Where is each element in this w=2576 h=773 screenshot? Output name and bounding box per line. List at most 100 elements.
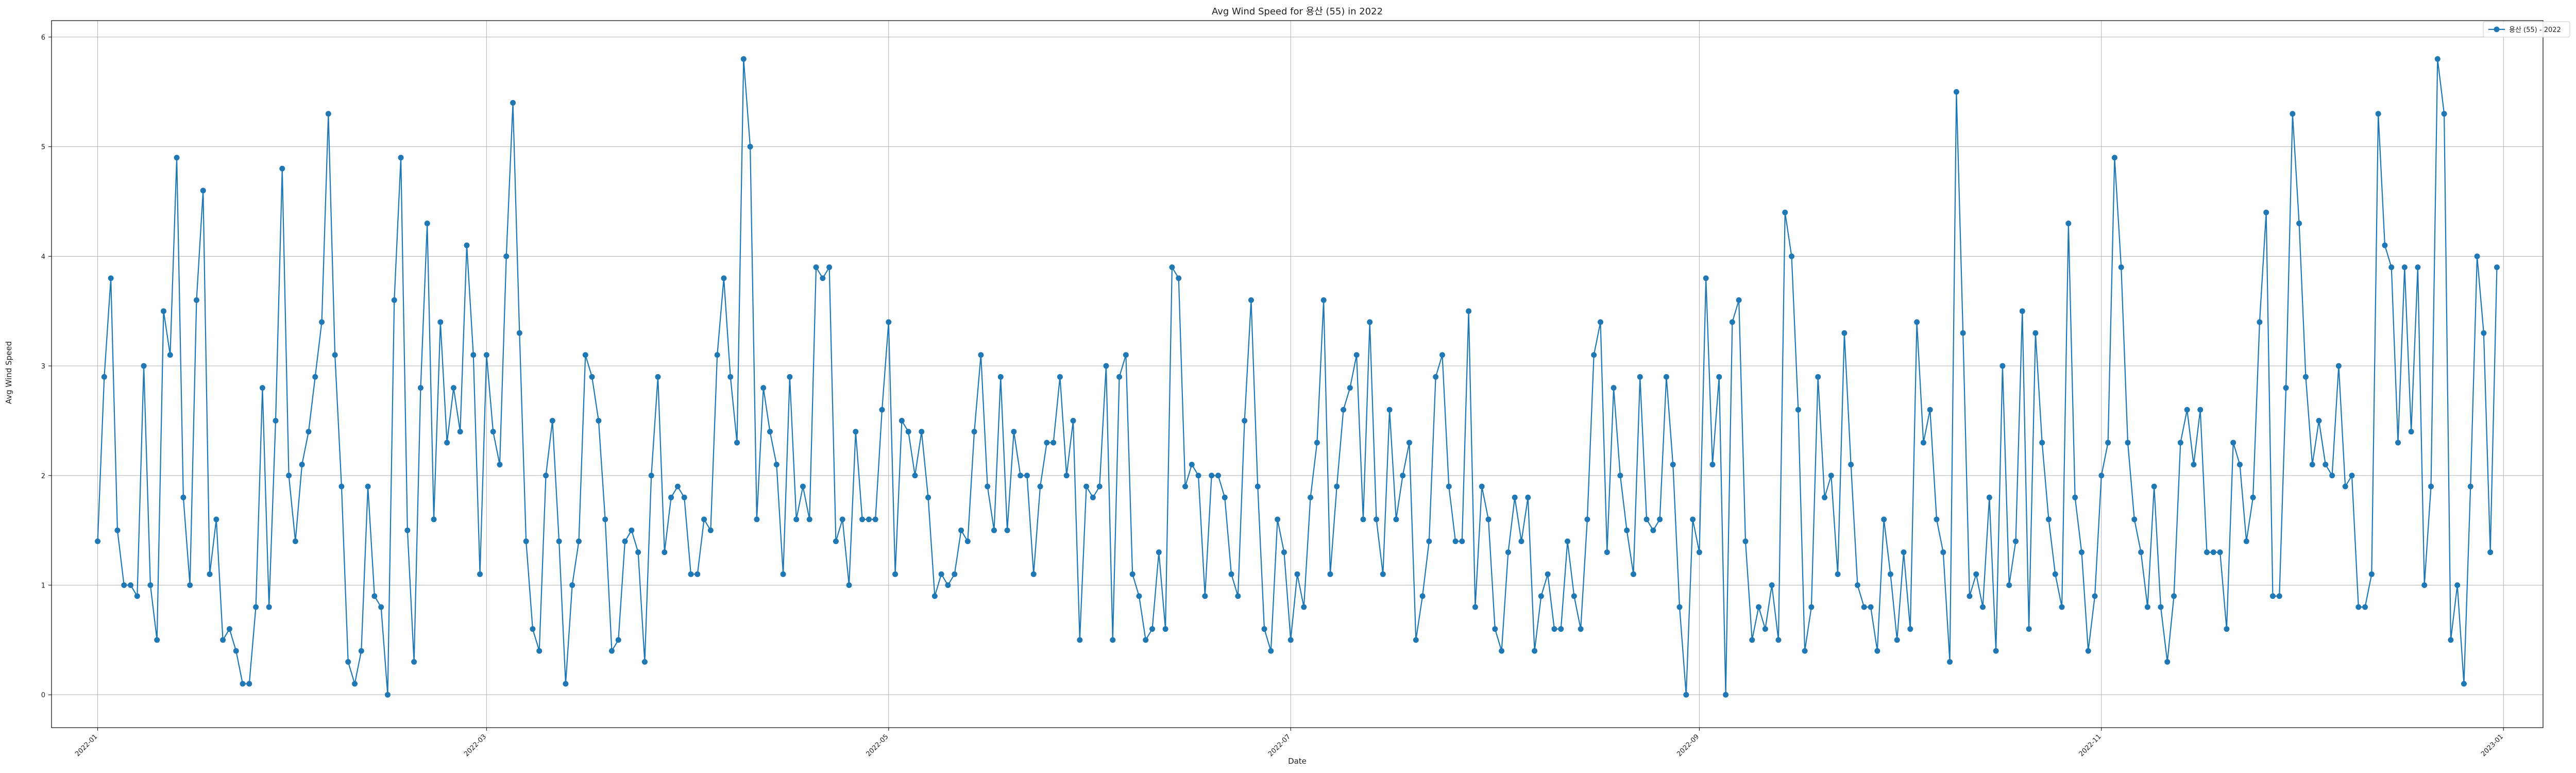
data-point bbox=[1261, 626, 1267, 632]
data-point bbox=[629, 527, 635, 533]
data-point bbox=[879, 407, 885, 413]
data-point bbox=[806, 516, 812, 523]
data-point bbox=[2164, 659, 2171, 665]
data-point bbox=[1703, 275, 1709, 281]
data-point bbox=[1143, 637, 1149, 643]
data-point bbox=[1479, 483, 1485, 490]
data-point bbox=[2098, 473, 2105, 479]
data-point bbox=[694, 571, 701, 577]
data-point bbox=[2078, 549, 2084, 556]
data-point bbox=[417, 385, 423, 391]
data-point bbox=[530, 626, 536, 632]
data-point bbox=[2335, 363, 2342, 369]
data-point bbox=[1301, 604, 1307, 610]
y-tick-label: 4 bbox=[41, 253, 45, 261]
data-point bbox=[648, 473, 654, 479]
data-point bbox=[549, 417, 555, 424]
data-point bbox=[1630, 571, 1636, 577]
data-point bbox=[2421, 582, 2428, 588]
data-point bbox=[226, 626, 232, 632]
data-point bbox=[2131, 516, 2138, 523]
data-point bbox=[2290, 111, 2296, 117]
y-tick-label: 3 bbox=[41, 363, 45, 371]
data-point bbox=[1690, 516, 1696, 523]
data-point bbox=[1380, 571, 1386, 577]
data-point bbox=[2006, 582, 2012, 588]
data-point bbox=[1868, 604, 1874, 610]
data-point bbox=[1320, 297, 1327, 303]
data-point bbox=[2395, 440, 2401, 446]
data-point bbox=[1960, 330, 1966, 336]
data-point bbox=[780, 571, 786, 577]
legend-label: 용산 (55) - 2022 bbox=[2509, 26, 2561, 34]
data-point bbox=[1090, 494, 1096, 500]
data-point bbox=[2250, 494, 2256, 500]
data-point bbox=[912, 473, 918, 479]
data-point bbox=[266, 604, 272, 610]
data-point bbox=[1545, 571, 1551, 577]
data-point bbox=[1037, 483, 1043, 490]
data-point bbox=[1413, 637, 1419, 643]
data-point bbox=[1835, 571, 1841, 577]
data-point bbox=[1861, 604, 1867, 610]
data-point bbox=[1347, 385, 1353, 391]
data-point bbox=[477, 571, 483, 577]
data-point bbox=[1334, 483, 1340, 490]
data-point bbox=[2355, 604, 2362, 610]
data-point bbox=[95, 538, 101, 544]
data-point bbox=[1018, 473, 1024, 479]
data-point bbox=[1841, 330, 1848, 336]
data-point bbox=[1980, 604, 1986, 610]
data-point bbox=[846, 582, 852, 588]
data-point bbox=[2408, 429, 2414, 435]
data-point bbox=[2019, 308, 2025, 314]
data-point bbox=[2474, 253, 2480, 259]
data-point bbox=[1848, 461, 1854, 467]
data-point bbox=[1386, 407, 1393, 413]
data-point bbox=[1643, 516, 1650, 523]
data-point bbox=[925, 494, 931, 500]
data-point bbox=[985, 483, 991, 490]
data-point bbox=[1723, 692, 1729, 698]
data-point bbox=[1044, 440, 1050, 446]
data-point bbox=[1973, 571, 1979, 577]
data-point bbox=[1248, 297, 1254, 303]
data-point bbox=[997, 374, 1004, 380]
data-point bbox=[1195, 473, 1201, 479]
data-point bbox=[1136, 593, 1142, 599]
data-point bbox=[1446, 483, 1452, 490]
data-point bbox=[2039, 440, 2045, 446]
data-point bbox=[167, 352, 173, 358]
data-point bbox=[1393, 516, 1399, 523]
data-point bbox=[1525, 494, 1531, 500]
data-point bbox=[299, 461, 305, 467]
data-point bbox=[2118, 264, 2124, 271]
data-point bbox=[1993, 648, 1999, 654]
data-point bbox=[1419, 593, 1426, 599]
data-point bbox=[800, 483, 806, 490]
data-point bbox=[952, 571, 958, 577]
data-point bbox=[1907, 626, 1913, 632]
data-point bbox=[2257, 319, 2263, 325]
data-point bbox=[2323, 461, 2329, 467]
data-point bbox=[233, 648, 239, 654]
data-point bbox=[1314, 440, 1320, 446]
y-tick-marks: 0 1 2 3 4 5 6 bbox=[41, 34, 52, 699]
x-tick-label: 2022-03 bbox=[463, 733, 488, 758]
data-point bbox=[1749, 637, 1755, 643]
data-point bbox=[1769, 582, 1775, 588]
data-point bbox=[1077, 637, 1083, 643]
data-point bbox=[688, 571, 694, 577]
data-point bbox=[1617, 473, 1623, 479]
data-point bbox=[2302, 374, 2309, 380]
data-point bbox=[1492, 626, 1498, 632]
data-point bbox=[905, 429, 911, 435]
data-point bbox=[2230, 440, 2236, 446]
data-point bbox=[2065, 221, 2072, 227]
data-point bbox=[536, 648, 543, 654]
data-point bbox=[1103, 363, 1109, 369]
data-point bbox=[787, 374, 793, 380]
data-point bbox=[292, 538, 298, 544]
data-point bbox=[1406, 440, 1412, 446]
